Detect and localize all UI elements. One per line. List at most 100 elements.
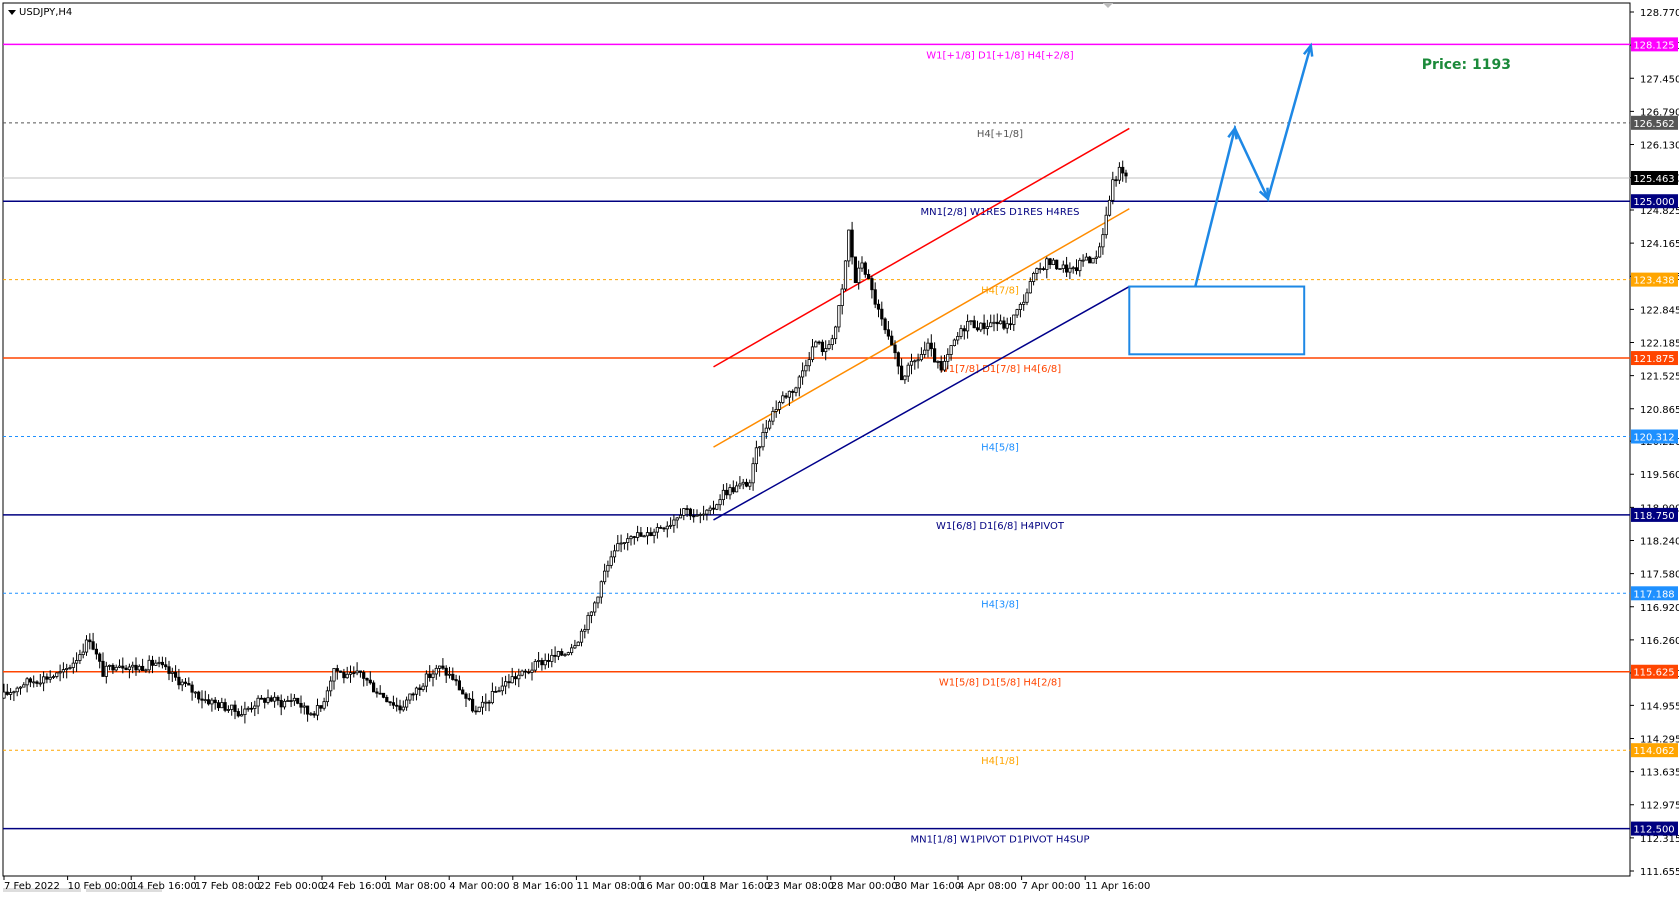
regression-channels	[713, 127, 1130, 521]
y-tick-label: 114.955	[1640, 701, 1679, 712]
candle-body	[147, 659, 151, 671]
candle-body	[566, 652, 570, 656]
x-tick-label: 23 Mar 08:00	[767, 881, 834, 892]
candle-body	[873, 289, 877, 305]
candle-body	[1078, 259, 1082, 272]
candle-body	[467, 697, 471, 700]
chevron-down-icon[interactable]	[8, 10, 16, 15]
candle-body	[1124, 172, 1128, 177]
candle-body	[883, 318, 887, 331]
candles	[2, 160, 1128, 724]
candle-body	[1038, 268, 1042, 270]
candle-body	[78, 654, 82, 661]
candle-body	[484, 701, 488, 704]
candle-body	[708, 507, 712, 511]
candle-body	[652, 531, 656, 536]
candle-body	[362, 672, 366, 679]
candle-body	[999, 320, 1003, 325]
candle-body	[540, 660, 544, 666]
candle-body	[1068, 267, 1072, 273]
candle-body	[315, 705, 320, 716]
candle-body	[636, 532, 640, 538]
candle-body	[48, 676, 52, 680]
candle-body	[150, 659, 155, 666]
candle-body	[913, 360, 917, 363]
candle-body	[180, 681, 184, 686]
plot-area	[2, 2, 1631, 877]
candle-body	[220, 702, 224, 709]
candle-body	[517, 674, 521, 680]
candle-body	[546, 659, 551, 662]
candle-body	[840, 288, 844, 307]
candle-body	[286, 700, 290, 702]
candle-body	[404, 699, 409, 708]
candle-body	[223, 702, 227, 711]
candle-body	[474, 710, 478, 713]
level-label: H4[7/8]	[981, 286, 1019, 297]
candle-body	[678, 514, 683, 519]
candle-body	[942, 360, 947, 371]
x-tick-label: 28 Mar 00:00	[831, 881, 898, 892]
candle-body	[995, 321, 999, 325]
candle-body	[959, 328, 963, 337]
candle-body	[434, 667, 438, 675]
candle-body	[249, 707, 254, 710]
candle-body	[91, 641, 95, 650]
candle-body	[860, 262, 864, 269]
x-tick-label: 22 Feb 00:00	[258, 881, 324, 892]
candle-body	[197, 691, 201, 700]
level-label: W1[5/8] D1[5/8] H4[2/8]	[939, 678, 1061, 689]
y-tick-label: 128.770	[1640, 8, 1679, 19]
candle-body	[695, 514, 699, 517]
candle-body	[715, 504, 719, 510]
candle-body	[992, 321, 996, 324]
candle-body	[665, 525, 669, 530]
y-tick-label: 122.845	[1640, 305, 1679, 316]
candle-body	[269, 697, 273, 702]
candle-body	[801, 370, 805, 378]
candle-body	[761, 432, 765, 448]
chart-frame	[2, 2, 1631, 892]
candle-body	[1015, 309, 1019, 316]
candle-body	[949, 345, 953, 355]
candle-body	[748, 482, 752, 487]
level-price-tag	[1631, 37, 1678, 52]
candle-body	[632, 536, 636, 538]
y-tick-label: 121.525	[1640, 372, 1679, 383]
candle-body	[850, 229, 854, 258]
candle-body	[414, 687, 419, 695]
candle-body	[702, 513, 706, 516]
candle-body	[385, 696, 389, 703]
projection-arrow-path	[1194, 45, 1313, 287]
candle-body	[2, 691, 6, 699]
candle-body	[134, 664, 138, 671]
candle-body	[451, 673, 455, 680]
candle-body	[32, 681, 36, 684]
level-price-tag	[1631, 272, 1678, 287]
candle-body	[454, 679, 458, 682]
candle-body	[675, 517, 679, 521]
y-tick-label: 122.185	[1640, 339, 1679, 350]
level-label: H4[1/8]	[981, 756, 1019, 767]
candle-body	[305, 705, 310, 715]
candle-body	[692, 515, 696, 518]
candle-body	[45, 676, 49, 680]
candle-body	[969, 320, 973, 323]
candle-body	[8, 692, 13, 695]
candle-body	[579, 630, 584, 643]
candle-body	[137, 665, 141, 671]
candle-body	[329, 680, 333, 692]
candle-body	[513, 676, 518, 680]
candle-body	[751, 463, 755, 484]
candle-body	[18, 686, 23, 689]
candle-body	[173, 671, 178, 678]
candle-body	[523, 670, 528, 673]
candle-body	[1051, 259, 1055, 265]
x-tick-label: 30 Mar 16:00	[894, 881, 961, 892]
candle-body	[160, 661, 164, 666]
y-tick-label: 126.130	[1640, 141, 1679, 152]
candle-body	[81, 651, 85, 656]
candle-body	[1002, 320, 1006, 329]
candle-body	[1005, 323, 1009, 329]
